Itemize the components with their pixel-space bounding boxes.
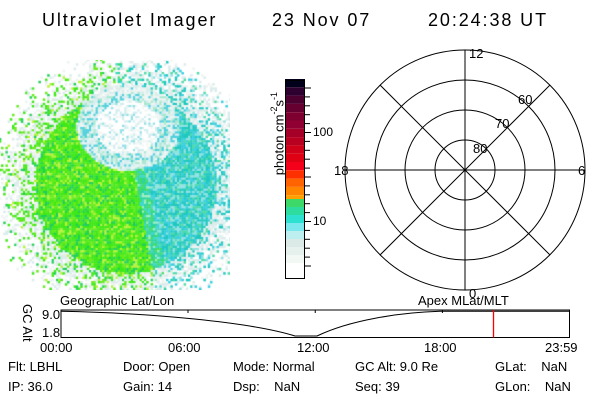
svg-text:12: 12	[469, 46, 483, 61]
svg-text:70: 70	[495, 116, 509, 131]
svg-text:18: 18	[334, 163, 348, 178]
svg-text:80: 80	[473, 141, 487, 156]
svg-text:0: 0	[469, 286, 476, 301]
svg-text:6: 6	[578, 163, 585, 178]
svg-text:60: 60	[518, 92, 532, 107]
